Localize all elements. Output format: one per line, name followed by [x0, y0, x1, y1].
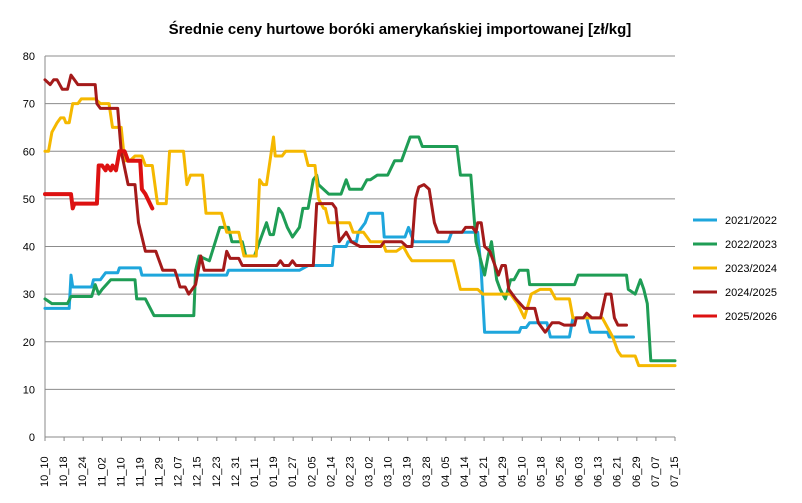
x-tick-label: 04_29	[497, 456, 509, 487]
y-tick-label: 70	[23, 99, 35, 111]
legend: 2021/2022 2022/2023 2023/2024 2024/2025 2025…	[693, 215, 777, 323]
series-lines	[43, 73, 677, 368]
chart-title: Średnie ceny hurtowe boróki amerykańskie…	[169, 20, 632, 38]
legend-label: 2021/2022	[725, 215, 777, 227]
y-tick-label: 80	[23, 51, 35, 63]
x-tick-label: 06_21	[612, 456, 624, 487]
x-tick-label: 11_19	[134, 457, 146, 487]
x-tick-label: 12_31	[230, 456, 242, 487]
x-tick-label: 11_02	[96, 457, 108, 487]
legend-label: 2024/2025	[725, 287, 777, 299]
x-tick-label: 10_18	[58, 456, 70, 487]
y-tick-label: 0	[29, 432, 35, 444]
x-tick-label: 12_23	[211, 456, 223, 487]
x-tick-label: 06_03	[574, 456, 586, 487]
x-tick-label: 05_18	[535, 456, 547, 487]
x-tick-label: 03_19	[402, 456, 414, 487]
x-tick-label: 02_05	[306, 456, 318, 487]
x-tick-label: 01_27	[287, 456, 299, 487]
x-tick-label: 07_07	[650, 456, 662, 487]
x-tick-label: 10_10	[39, 456, 51, 487]
x-tick-label: 04_05	[440, 456, 452, 487]
x-tick-label: 12_07	[173, 456, 185, 487]
x-tick-label: 02_14	[325, 456, 337, 487]
y-tick-label: 10	[23, 384, 35, 396]
y-tick-label: 30	[23, 289, 35, 301]
x-tick-label: 04_21	[478, 456, 490, 487]
x-tick-label: 11_29	[154, 457, 166, 487]
y-tick-label: 60	[23, 146, 35, 158]
series-line-2022-2023	[43, 135, 677, 363]
x-tick-label: 02_23	[344, 456, 356, 487]
y-tick-label: 40	[23, 242, 35, 254]
legend-label: 2025/2026	[725, 311, 777, 323]
x-tick-label: 10_24	[77, 456, 89, 487]
x-tick-label: 03_28	[421, 456, 433, 487]
x-tick-label: 06_13	[593, 456, 605, 487]
x-tick-label: 06_29	[631, 456, 643, 487]
x-tick-label: 05_10	[516, 456, 528, 487]
axes: 0 10 20 30 40 50 60 70 80 10_10 10_18 10_24 11_02 11_…	[23, 51, 681, 487]
x-tick-label: 11_10	[115, 457, 127, 487]
y-tick-label: 50	[23, 194, 35, 206]
series-line-2024-2025	[43, 73, 628, 334]
x-tick-label: 03_02	[364, 456, 376, 487]
x-tick-label: 05_26	[554, 456, 566, 487]
x-tick-label: 03_10	[383, 456, 395, 487]
x-tick-label: 07_15	[669, 456, 681, 487]
legend-label: 2023/2024	[725, 263, 777, 275]
x-tick-label: 01_11	[249, 457, 261, 487]
x-tick-label: 12_15	[192, 456, 204, 487]
series-line-2023-2024	[43, 97, 677, 368]
series-line-2025-2026	[43, 149, 155, 211]
y-tick-label: 20	[23, 337, 35, 349]
x-tick-label: 01_19	[268, 456, 280, 487]
legend-label: 2022/2023	[725, 239, 777, 251]
x-tick-label: 04_14	[459, 456, 471, 487]
